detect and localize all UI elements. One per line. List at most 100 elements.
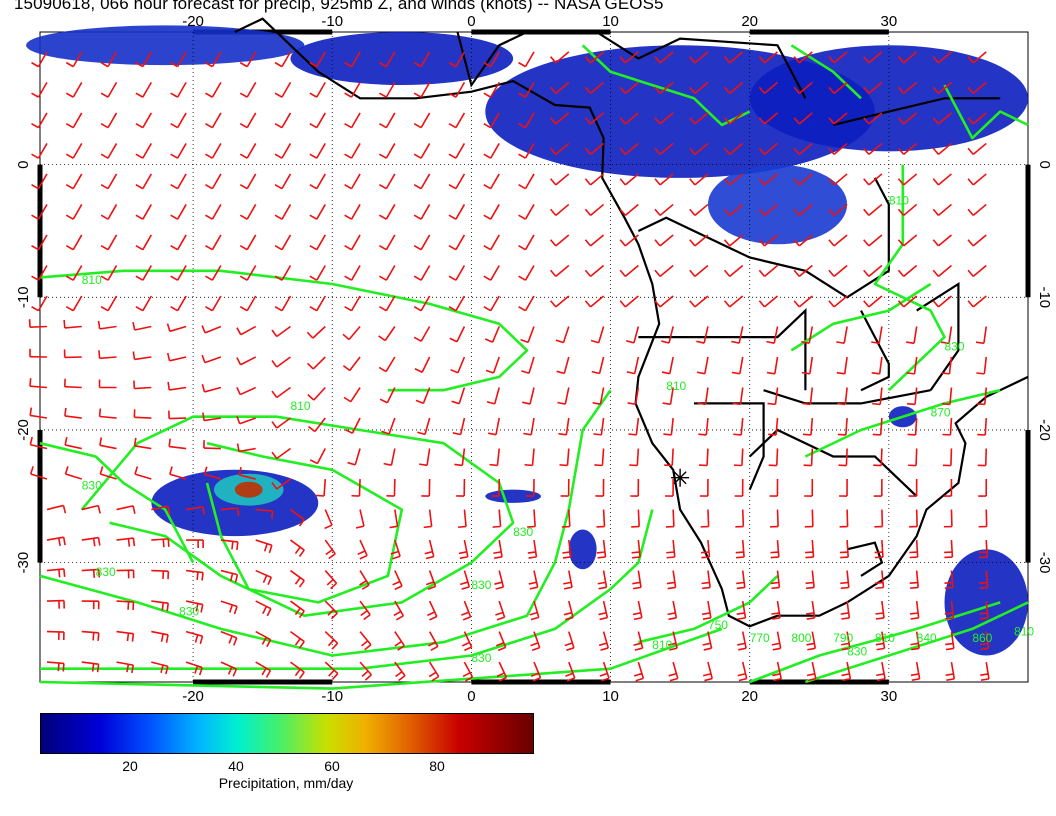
wind-barb xyxy=(868,173,883,186)
wind-barb xyxy=(567,539,572,558)
contour-label: 810 xyxy=(889,193,909,207)
wind-barb-feather xyxy=(485,369,494,374)
wind-barb xyxy=(776,600,781,619)
wind-barb xyxy=(659,234,674,247)
wind-barb xyxy=(637,661,645,679)
wind-barb xyxy=(46,599,64,602)
wind-barb xyxy=(533,631,541,648)
contour-label: 830 xyxy=(82,479,102,493)
wind-barb-feather xyxy=(461,586,470,590)
wind-barb xyxy=(134,473,152,480)
wind-barb-feather xyxy=(696,340,705,344)
wind-barb-feather xyxy=(758,239,766,247)
wind-barb xyxy=(316,448,326,464)
wind-barb xyxy=(455,82,466,98)
wind-barb xyxy=(763,264,779,278)
coastline xyxy=(694,402,765,491)
wind-barb-feather xyxy=(483,122,492,129)
wind-barb-feather xyxy=(906,372,915,375)
wind-barb xyxy=(602,631,609,649)
wind-barb-feather xyxy=(863,86,870,94)
wind-barb-feather xyxy=(65,153,74,159)
contour-line xyxy=(39,389,612,657)
wind-barb xyxy=(810,448,814,466)
wind-barb-feather xyxy=(100,92,109,98)
wind-barb xyxy=(354,448,361,466)
wind-barb-feather xyxy=(700,551,710,554)
contour-label: 810 xyxy=(666,379,686,393)
wind-barb xyxy=(985,540,988,558)
wind-barb-feather xyxy=(703,672,712,677)
wind-barb-feather xyxy=(702,642,711,646)
wind-barb xyxy=(915,448,918,466)
wind-barb xyxy=(729,203,744,216)
wind-barb-feather xyxy=(31,92,39,98)
wind-barb-feather xyxy=(828,178,835,186)
wind-barb-feather xyxy=(31,61,39,68)
wind-barb-feather xyxy=(92,632,95,641)
wind-barb-feather xyxy=(841,673,850,677)
wind-barb xyxy=(498,509,502,527)
wind-barb xyxy=(461,448,466,466)
wind-barb-feather xyxy=(842,677,851,682)
wind-barb xyxy=(176,204,187,220)
wind-barb-feather xyxy=(597,556,606,559)
wind-barb-feather xyxy=(871,372,880,375)
wind-barb-feather xyxy=(448,214,457,220)
wind-barb xyxy=(729,81,744,94)
wind-barb xyxy=(64,444,82,450)
colorbar-tick-label: 20 xyxy=(122,758,138,774)
wind-barb-feather xyxy=(131,633,135,642)
wind-barb xyxy=(394,570,403,587)
wind-barb xyxy=(255,661,271,672)
contour-label: 830 xyxy=(513,525,533,539)
wind-barb-feather xyxy=(57,537,61,547)
wind-barb xyxy=(37,82,48,98)
wind-barb-feather xyxy=(619,239,626,247)
wind-barb xyxy=(868,295,883,308)
wind-barb xyxy=(151,661,169,668)
wind-barb-feather xyxy=(863,208,870,216)
wind-barb-feather xyxy=(550,300,557,308)
wind-barb-feather xyxy=(274,61,283,68)
wind-barb xyxy=(176,51,187,68)
wind-barb-feather xyxy=(872,402,881,406)
wind-barb xyxy=(809,387,814,405)
wind-barb-feather xyxy=(771,612,780,615)
wind-barb xyxy=(313,386,326,401)
wind-barb xyxy=(705,417,709,436)
wind-barb-feather xyxy=(274,92,283,98)
wind-barb-feather xyxy=(331,642,339,650)
wind-barb-feather xyxy=(594,464,603,467)
wind-barb xyxy=(276,356,291,368)
wind-barb xyxy=(763,173,779,186)
wind-barb-feather xyxy=(62,505,67,514)
wind-barb-feather xyxy=(601,677,610,682)
wind-barb xyxy=(107,112,118,129)
wind-barb-feather xyxy=(979,642,988,646)
wind-barb xyxy=(316,295,326,312)
wind-barb xyxy=(220,507,238,511)
wind-barb xyxy=(624,51,639,64)
wind-barb-feather xyxy=(518,214,526,220)
wind-barb xyxy=(948,326,953,344)
wind-barb xyxy=(169,445,187,450)
wind-barb-feather xyxy=(723,56,731,64)
wind-barb-feather xyxy=(271,511,274,520)
wind-barb-feather xyxy=(201,384,206,393)
wind-barb-feather xyxy=(828,117,835,125)
wind-barb-feather xyxy=(562,556,572,559)
wind-barb xyxy=(948,356,953,374)
wind-barb-feather xyxy=(461,611,470,616)
wind-barb xyxy=(142,204,153,220)
wind-barb xyxy=(72,143,83,159)
wind-barb-feather xyxy=(200,604,204,613)
wind-barb-feather xyxy=(483,306,492,312)
wind-barb-feather xyxy=(65,244,74,251)
wind-barb xyxy=(211,82,222,98)
wind-barb-feather xyxy=(347,461,356,466)
wind-barb-feather xyxy=(976,402,985,406)
contour-line xyxy=(749,601,1001,684)
wind-barb xyxy=(394,539,401,557)
wind-barb xyxy=(868,264,883,278)
